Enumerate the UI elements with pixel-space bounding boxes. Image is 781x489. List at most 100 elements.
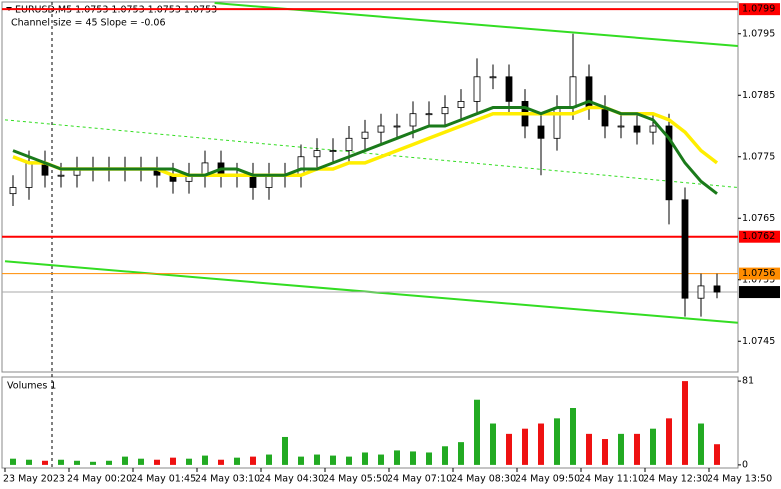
- volume-bar: [10, 458, 16, 465]
- volume-bar: [682, 381, 688, 465]
- candle-body: [441, 107, 449, 115]
- x-tick-label: 24 May 00:20: [67, 474, 132, 485]
- volume-bar: [42, 460, 48, 465]
- volume-bar: [522, 428, 528, 465]
- volume-bar: [394, 450, 400, 465]
- volume-bar: [90, 461, 96, 465]
- candle-body: [329, 150, 337, 153]
- candle-body: [377, 125, 385, 133]
- level-box: [739, 286, 780, 299]
- candle-body: [681, 199, 689, 299]
- volume-bar: [586, 433, 592, 465]
- volume-bar: [410, 451, 416, 465]
- x-tick-label: 24 May 01:45: [131, 474, 196, 485]
- candle-body: [665, 125, 673, 201]
- volume-bar: [186, 458, 192, 465]
- volume-bar: [634, 433, 640, 465]
- candle-body: [313, 150, 321, 158]
- volume-bar: [282, 436, 288, 465]
- x-tick-label: 24 May 05:50: [323, 474, 388, 485]
- channel-line: [214, 2, 738, 48]
- moving-average: [12, 99, 718, 195]
- candle-body: [713, 285, 721, 293]
- volume-bar: [362, 452, 368, 465]
- level-box: [739, 3, 780, 16]
- volume-bar: [122, 456, 128, 465]
- candle-body: [537, 125, 545, 139]
- y-tick-label: 81: [742, 376, 754, 387]
- y-tick-label: 1.0785: [742, 90, 775, 101]
- x-tick-label: 24 May 03:10: [195, 474, 260, 485]
- x-tick-label: 24 May 08:30: [451, 474, 516, 485]
- x-tick-label: 23 May 2023: [3, 474, 65, 485]
- volume-bar: [442, 446, 448, 465]
- volume-bar: [330, 455, 336, 465]
- volume-bar: [426, 452, 432, 465]
- volume-bar: [234, 457, 240, 465]
- volume-bar: [618, 433, 624, 465]
- level-label: 1.0762: [742, 231, 775, 242]
- volume-bar: [266, 454, 272, 465]
- x-tick-label: 24 May 09:50: [515, 474, 580, 485]
- volume-bar: [26, 459, 32, 465]
- x-tick-label: 24 May 11:10: [579, 474, 644, 485]
- candle-body: [249, 174, 257, 188]
- volume-title: Volumes 1: [7, 381, 56, 392]
- volume-bar: [154, 459, 160, 465]
- candle-body: [697, 285, 705, 299]
- price-frame: [1, 1, 739, 373]
- volume-bar: [506, 433, 512, 465]
- volume-bar: [554, 418, 560, 465]
- volume-bar: [138, 458, 144, 465]
- volume-bar: [538, 423, 544, 465]
- channel-line: [4, 119, 738, 188]
- y-tick-label: 1.0775: [742, 151, 775, 162]
- volume-bar: [714, 444, 720, 465]
- candle-body: [505, 76, 513, 102]
- candle-body: [409, 113, 417, 127]
- volume-bar: [458, 442, 464, 465]
- volume-bar: [170, 457, 176, 465]
- volume-bar: [314, 454, 320, 465]
- y-tick-label: 1.0765: [742, 213, 775, 224]
- x-tick-label: 24 May 12:30: [643, 474, 708, 485]
- candle-body: [361, 131, 369, 139]
- volume-bar: [346, 456, 352, 465]
- candle-body: [425, 113, 433, 116]
- candle-body: [457, 101, 465, 108]
- chart-subtitle: Channel size = 45 Slope = -0.06: [11, 18, 166, 29]
- candle-body: [473, 76, 481, 102]
- level-label: 1.0799: [742, 4, 775, 15]
- level-label: 1.0753: [742, 287, 775, 298]
- candle-body: [633, 125, 641, 133]
- volume-bar: [106, 460, 112, 465]
- candle-body: [393, 125, 401, 128]
- volume-bar: [250, 456, 256, 465]
- volume-bar: [474, 399, 480, 465]
- volume-bar: [570, 408, 576, 465]
- volume-bar: [74, 460, 80, 465]
- candle-body: [9, 187, 17, 195]
- volume-bar: [698, 423, 704, 465]
- y-tick-label: 1.0755: [742, 274, 775, 285]
- candle-body: [265, 174, 273, 188]
- volume-bar: [202, 455, 208, 465]
- x-tick-label: 24 May 04:30: [259, 474, 324, 485]
- x-tick-label: 24 May 07:10: [387, 474, 452, 485]
- candle-body: [489, 76, 497, 79]
- level-label: 1.0756: [742, 268, 775, 279]
- candle-body: [57, 174, 65, 177]
- volume-bar: [218, 459, 224, 465]
- volume-bar: [666, 418, 672, 465]
- volume-bar: [650, 428, 656, 465]
- volume-bar: [298, 456, 304, 465]
- level-box: [739, 267, 780, 280]
- volume-bar: [490, 423, 496, 465]
- candle-body: [345, 137, 353, 152]
- volume-frame: [1, 376, 739, 469]
- candle-body: [297, 156, 305, 176]
- volume-bar: [58, 459, 64, 465]
- volume-bar: [378, 454, 384, 465]
- x-tick-label: 24 May 13:50: [707, 474, 772, 485]
